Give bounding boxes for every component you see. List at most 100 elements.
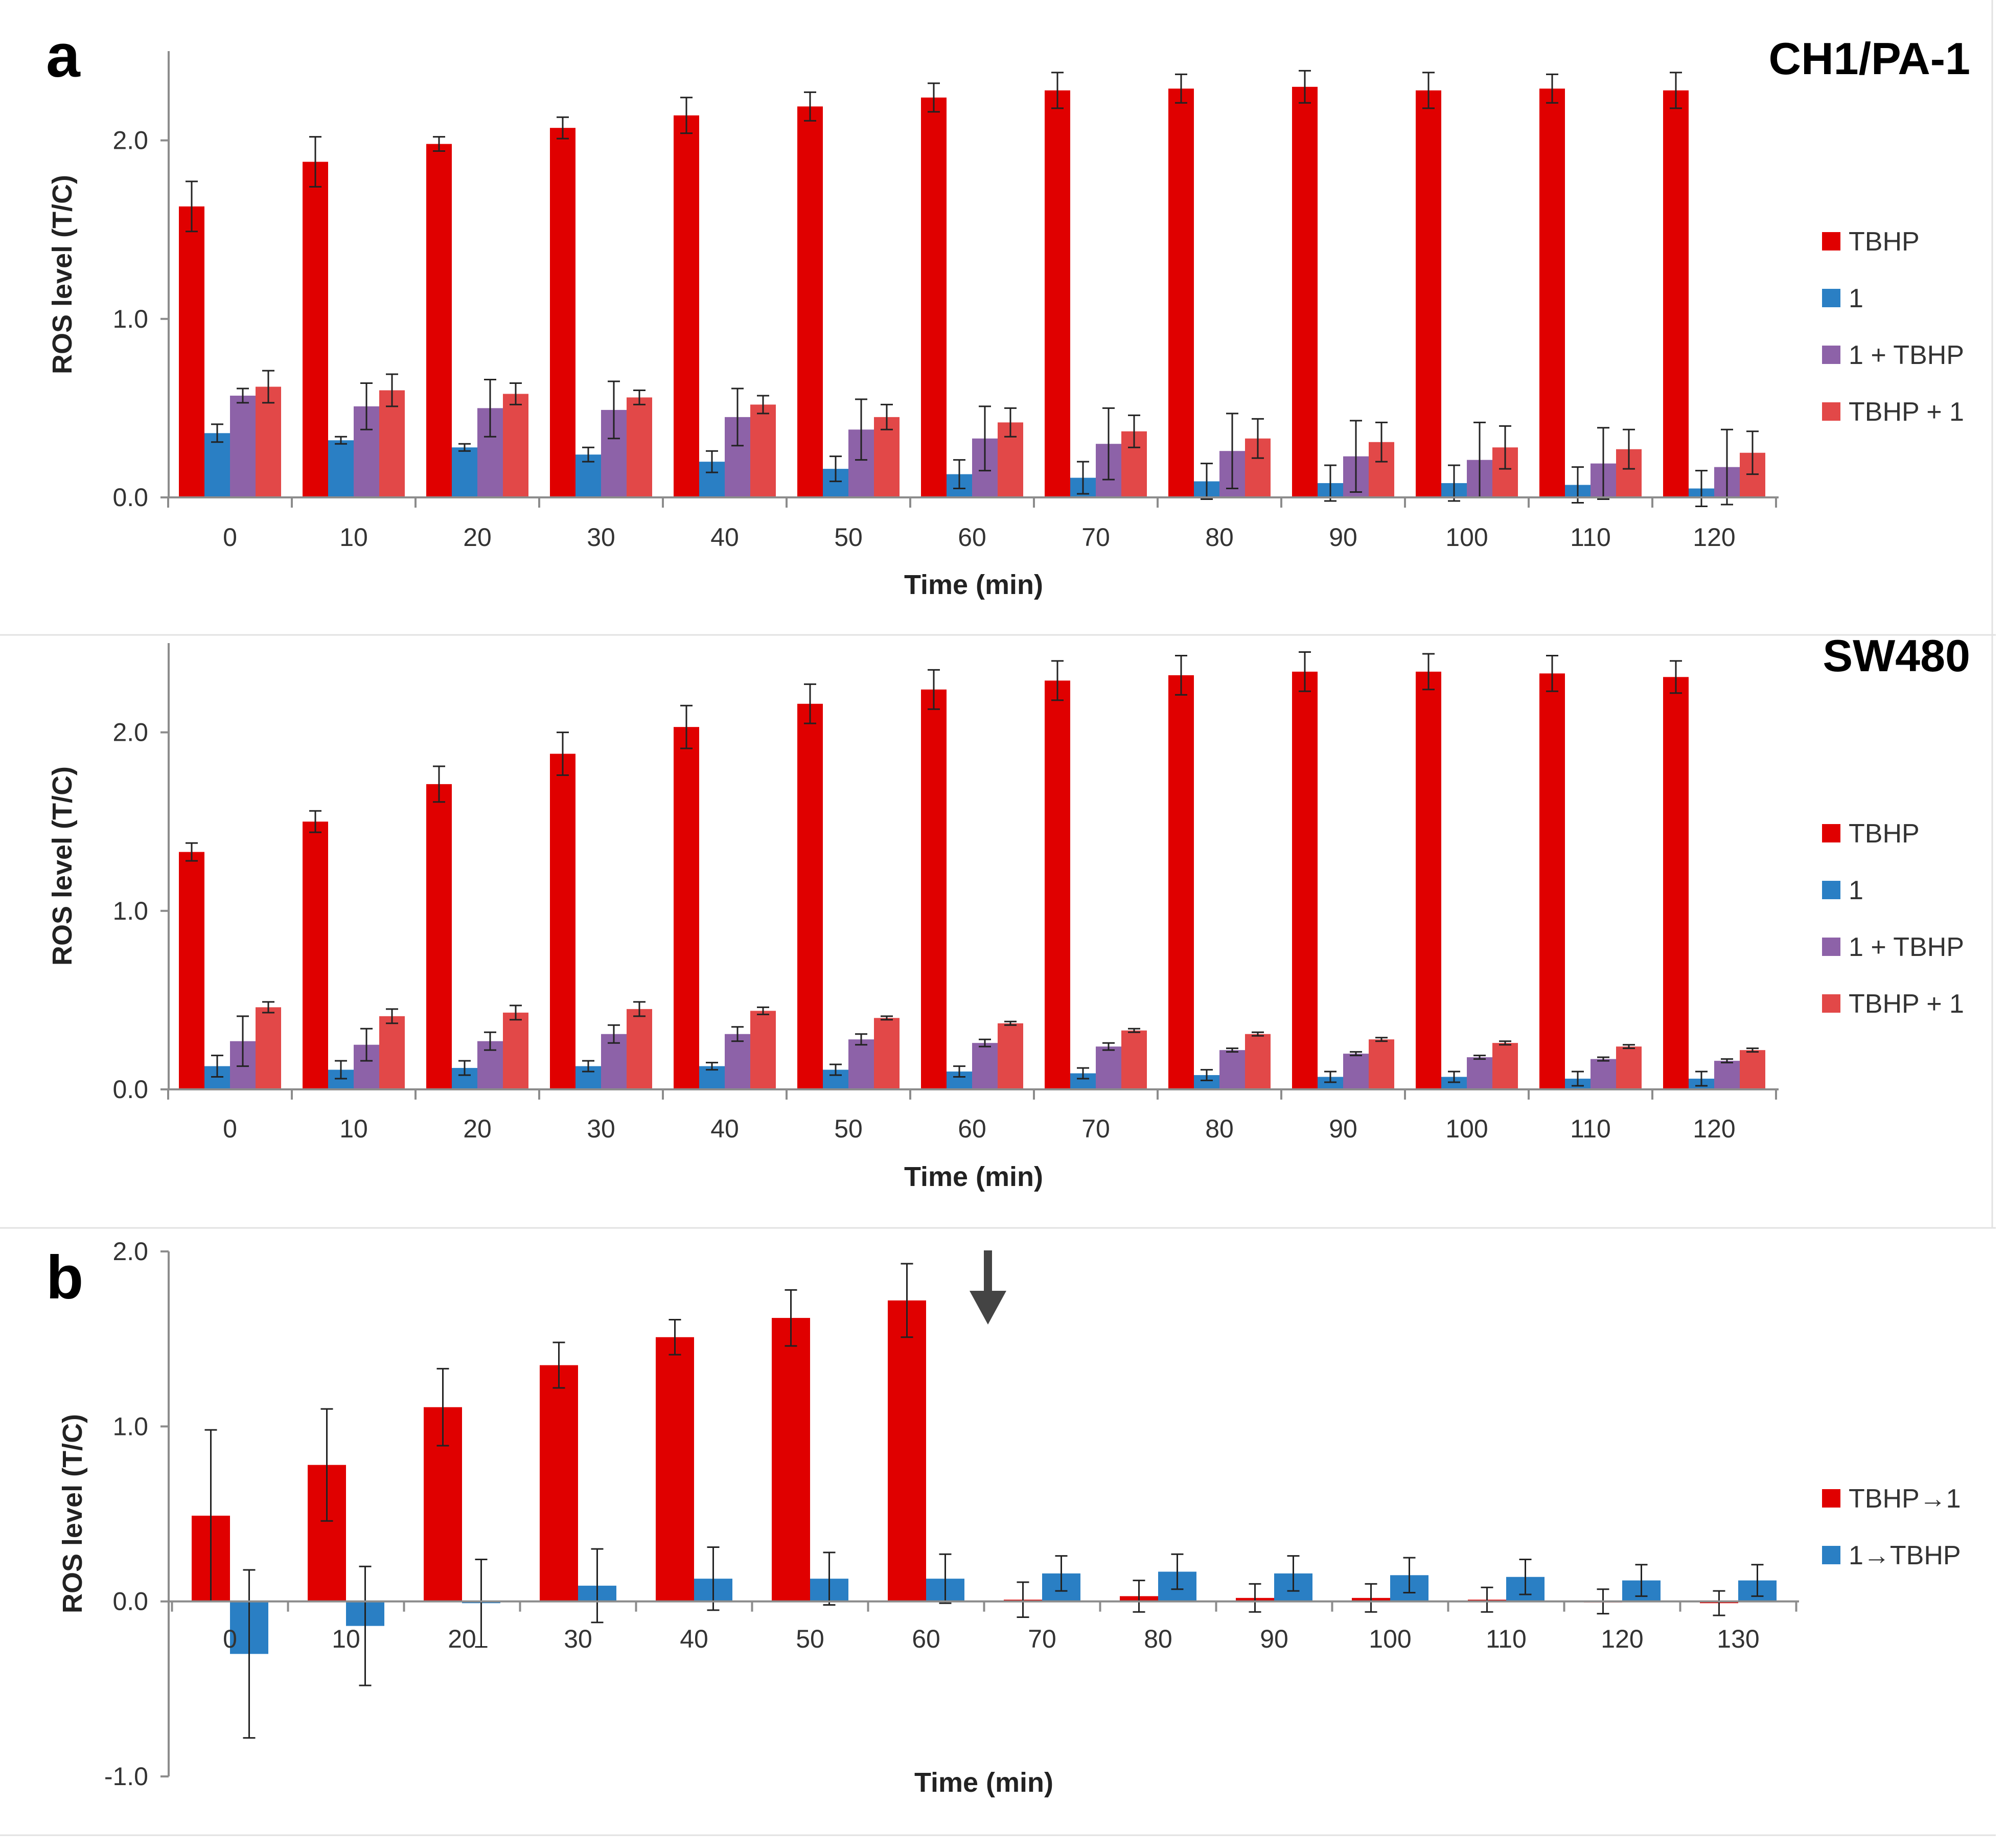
error-bar xyxy=(1133,1580,1145,1613)
bar-1 xyxy=(452,447,477,497)
bar-tbhp-plus-1 xyxy=(1740,1050,1765,1089)
error-bar xyxy=(1299,70,1311,104)
error-bar xyxy=(211,423,223,443)
error-bar xyxy=(1252,1031,1264,1037)
error-bar xyxy=(1670,72,1682,109)
error-bar xyxy=(706,1062,718,1071)
error-bar xyxy=(360,1028,373,1062)
x-tick-label: 30 xyxy=(587,1114,615,1143)
x-axis-title: Time (min) xyxy=(904,1161,1043,1192)
error-bar xyxy=(1128,1028,1140,1033)
legend-label: TBHP xyxy=(1849,819,1920,849)
error-bar xyxy=(262,370,274,404)
legend-label: 1→TBHP xyxy=(1849,1541,1961,1570)
error-bar xyxy=(1572,1070,1584,1087)
legend-swatch-1 xyxy=(1822,289,1840,307)
x-tick-label: 90 xyxy=(1260,1625,1288,1653)
x-tick-label: 110 xyxy=(1570,1114,1611,1143)
bar-tbhp-plus-1 xyxy=(1369,1039,1394,1089)
legend-label: TBHP xyxy=(1849,227,1920,257)
bar-tbhp xyxy=(303,162,328,497)
bar-tbhp xyxy=(1539,673,1565,1089)
error-bar xyxy=(211,1055,223,1078)
legend-swatch-tbhp xyxy=(1822,232,1840,250)
bar-tbhp xyxy=(921,97,947,498)
bar-tbhp-plus-1 xyxy=(503,1012,528,1089)
error-bar xyxy=(475,1559,488,1648)
x-tick-label: 100 xyxy=(1445,1114,1488,1143)
error-bar xyxy=(608,380,620,440)
error-bar xyxy=(1201,463,1213,500)
error-bar xyxy=(1252,418,1264,459)
error-bar xyxy=(1721,1058,1733,1064)
error-bar xyxy=(829,1063,842,1076)
x-tick-label: 10 xyxy=(339,1114,368,1143)
bar-tbhp xyxy=(1168,675,1194,1089)
bar-tbhp xyxy=(550,128,575,497)
legend: TBHP→1 1→TBHP xyxy=(1822,1484,1961,1570)
error-bar xyxy=(881,403,893,430)
x-tick-label: 70 xyxy=(1081,1114,1110,1143)
error-bar xyxy=(1051,72,1064,109)
error-bar xyxy=(1422,72,1435,109)
error-bar xyxy=(1546,73,1558,104)
y-tick-label: -1.0 xyxy=(104,1762,148,1791)
error-bar xyxy=(262,1001,274,1014)
error-bar xyxy=(335,1060,347,1080)
error-bar xyxy=(757,395,769,415)
error-bar xyxy=(680,97,693,134)
error-bar xyxy=(1102,407,1115,481)
error-bar xyxy=(1597,1056,1609,1062)
bar-1-plus-tbhp xyxy=(1714,1061,1740,1089)
error-bar xyxy=(186,842,198,862)
error-bar xyxy=(582,1060,594,1073)
error-bar xyxy=(1365,1583,1377,1613)
error-bar xyxy=(706,450,718,473)
y-tick-label: 0.0 xyxy=(112,483,148,512)
legend-swatch-1-to-tbhp xyxy=(1822,1546,1840,1564)
error-bar xyxy=(237,387,249,404)
error-bar xyxy=(436,1367,449,1447)
error-bar xyxy=(510,1005,522,1021)
error-bar xyxy=(484,379,496,438)
panel-letter-b: b xyxy=(46,1243,83,1312)
bar-tbhp xyxy=(674,727,699,1089)
error-bar xyxy=(433,136,445,152)
error-bar xyxy=(1171,1553,1184,1590)
legend-label: TBHP→1 xyxy=(1849,1484,1961,1514)
bar-tbhp-plus-1 xyxy=(1245,1034,1271,1089)
error-bar xyxy=(1623,428,1635,470)
error-bar xyxy=(1175,73,1187,104)
bar-1 xyxy=(328,440,354,497)
bar-1-plus-tbhp xyxy=(848,1039,874,1089)
x-tick-label: 80 xyxy=(1144,1625,1172,1653)
error-bar xyxy=(309,810,321,833)
y-tick-label: 2.0 xyxy=(112,1237,148,1266)
bar-tbhp-plus-1 xyxy=(256,1007,281,1089)
x-tick-label: 40 xyxy=(710,523,739,552)
x-tick-label: 60 xyxy=(912,1625,940,1653)
bar-tbhp xyxy=(674,115,699,497)
x-tick-label: 120 xyxy=(1601,1625,1643,1653)
error-bar xyxy=(591,1548,604,1624)
bar-tbhp xyxy=(550,754,575,1089)
x-tick-label: 0 xyxy=(223,1114,237,1143)
x-tick-label: 10 xyxy=(339,523,368,552)
legend-label: 1 + TBHP xyxy=(1849,932,1964,962)
bar-tbhp-plus-1 xyxy=(256,386,281,497)
error-bar xyxy=(1324,1070,1336,1083)
x-tick-label: 30 xyxy=(564,1625,592,1653)
error-bar xyxy=(582,446,594,463)
x-tick-label: 70 xyxy=(1081,523,1110,552)
error-bar xyxy=(1448,464,1460,502)
error-bar xyxy=(1481,1586,1493,1613)
error-bar xyxy=(1128,414,1140,448)
x-tick-label: 50 xyxy=(796,1625,824,1653)
bar-tbhp xyxy=(303,822,328,1089)
x-tick-label: 80 xyxy=(1205,523,1234,552)
x-tick-label: 100 xyxy=(1445,523,1488,552)
x-tick-label: 80 xyxy=(1205,1114,1234,1143)
error-bar xyxy=(804,683,816,724)
bar-1-plus-tbhp xyxy=(1343,1054,1369,1089)
